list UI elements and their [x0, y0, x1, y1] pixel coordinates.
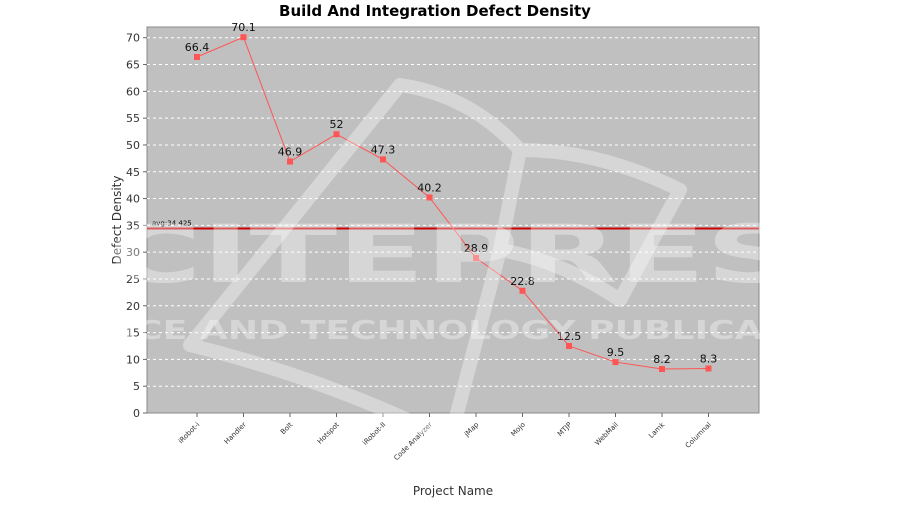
x-tick-label: iRobot-i: [177, 421, 202, 446]
x-tick-label: Handler: [223, 421, 248, 446]
x-tick-label: MTJP: [556, 421, 573, 438]
data-label: 12.5: [557, 330, 582, 343]
data-point: [240, 34, 247, 41]
data-point: [287, 158, 293, 165]
data-point: [194, 54, 200, 61]
series-group: 66.4 70.1 46.9 52 47.3 40.2 28.9 22.8 12.5 9.5 8.2…: [185, 21, 718, 373]
y-axis-title: Defect Density: [110, 176, 124, 265]
y-tick-label: 65: [126, 59, 140, 72]
x-tick-label: WebMail: [593, 421, 620, 448]
data-label: 28.9: [464, 242, 489, 255]
x-tick-label: Lamk: [647, 420, 667, 440]
y-tick-label: 50: [126, 139, 140, 152]
average-label: avg:34.425: [152, 219, 192, 227]
y-tick-label: 10: [126, 353, 140, 366]
x-axis-title: Project Name: [413, 484, 493, 498]
data-label: 52: [330, 118, 344, 131]
y-tick-label: 55: [126, 112, 140, 125]
x-tick-label: Bolt: [279, 421, 295, 437]
data-point: [426, 194, 433, 201]
x-tick-label: Columnal: [684, 421, 713, 450]
data-label: 8.3: [700, 353, 718, 366]
y-tick-label: 15: [126, 327, 140, 340]
x-axis: iRobot-i Handler Bolt Hotspot iRobot-II Code …: [177, 413, 713, 462]
x-tick-label: iRobot-II: [361, 421, 387, 447]
data-point: [333, 131, 340, 138]
data-point: [380, 156, 386, 163]
data-label: 22.8: [510, 275, 535, 288]
x-tick-label: Code Analyzer: [392, 421, 434, 463]
data-label: 46.9: [278, 146, 303, 159]
y-tick-label: 70: [126, 32, 140, 45]
y-tick-label: 25: [126, 273, 140, 286]
data-label: 8.2: [653, 353, 671, 366]
data-point: [519, 287, 526, 294]
y-tick-label: 35: [126, 219, 140, 232]
x-tick-label: jMap: [462, 420, 481, 439]
data-point: [566, 342, 572, 349]
x-tick-label: Hotspot: [316, 421, 341, 446]
data-point: [659, 366, 665, 373]
y-tick-label: 30: [126, 246, 140, 259]
y-tick-label: 45: [126, 166, 140, 179]
data-point: [612, 359, 619, 366]
grid-lines: [147, 37, 759, 387]
data-point: [473, 255, 479, 262]
y-tick-label: 0: [133, 407, 140, 420]
data-label: 9.5: [607, 346, 625, 359]
x-tick-label: Mojo: [510, 421, 527, 438]
data-label: 40.2: [417, 181, 442, 194]
y-tick-label: 40: [126, 193, 140, 206]
data-label: 66.4: [185, 41, 210, 54]
series-line: [196, 36, 709, 370]
chart-title: Build And Integration Defect Density: [279, 2, 591, 20]
data-label: 70.1: [231, 21, 256, 34]
data-label: 47.3: [371, 143, 396, 156]
y-axis: 0 5 10 15 20 25 30 35 40 45 50 55 60 65 70: [126, 32, 147, 420]
y-tick-label: 5: [133, 380, 140, 393]
data-point: [705, 365, 712, 372]
y-tick-label: 60: [126, 85, 140, 98]
y-tick-label: 20: [126, 300, 140, 313]
